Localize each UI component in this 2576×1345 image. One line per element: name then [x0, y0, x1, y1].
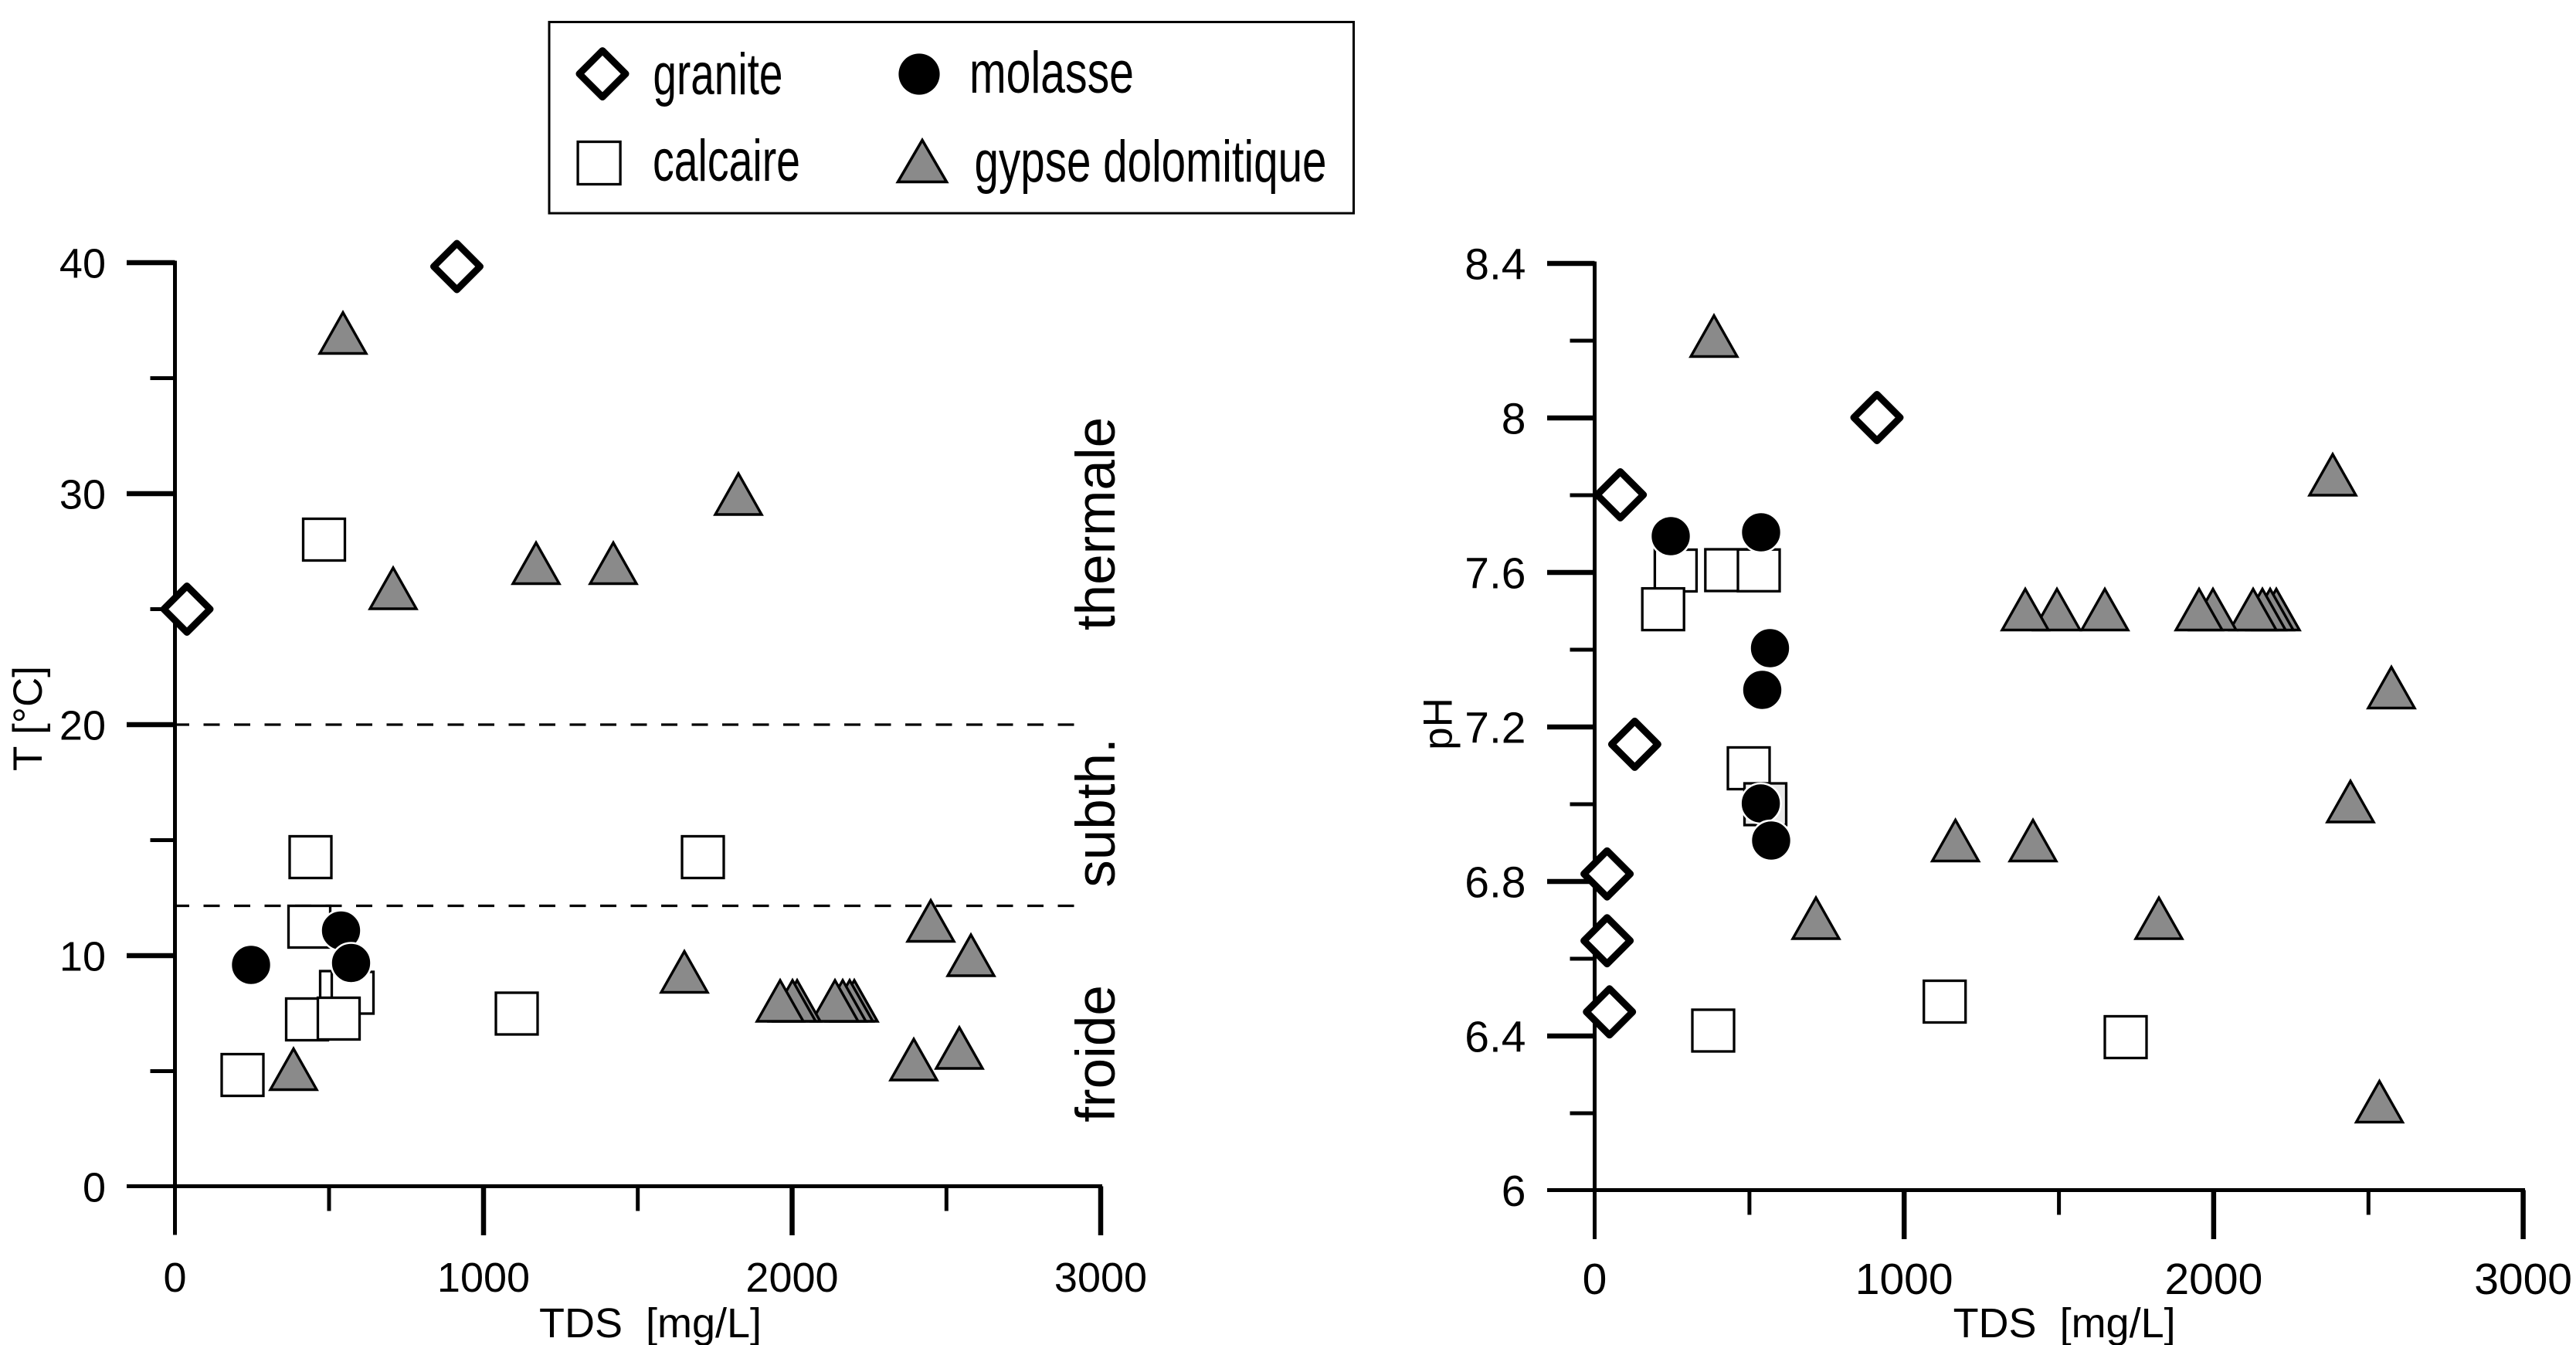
svg-text:0: 0	[1583, 1255, 1607, 1304]
svg-text:8.4: 8.4	[1464, 240, 1526, 290]
svg-text:30: 30	[59, 471, 106, 518]
svg-text:0: 0	[163, 1255, 186, 1301]
svg-text:1000: 1000	[1855, 1255, 1953, 1304]
svg-text:1000: 1000	[437, 1255, 530, 1301]
svg-text:molasse: molasse	[969, 40, 1134, 106]
svg-text:8: 8	[1502, 395, 1526, 444]
svg-text:TDS [mg/L]: TDS [mg/L]	[1953, 1300, 2176, 1345]
svg-text:3000: 3000	[1054, 1255, 1147, 1301]
svg-text:20: 20	[59, 702, 106, 749]
svg-text:thermale: thermale	[1066, 417, 1127, 630]
svg-text:6.4: 6.4	[1464, 1013, 1526, 1062]
svg-text:40: 40	[59, 240, 106, 287]
svg-text:pH: pH	[1416, 698, 1461, 750]
svg-text:T [°C]: T [°C]	[5, 666, 51, 771]
svg-text:2000: 2000	[745, 1255, 838, 1301]
svg-text:0: 0	[83, 1164, 106, 1211]
svg-text:6: 6	[1502, 1167, 1526, 1216]
svg-text:6.8: 6.8	[1464, 858, 1526, 908]
svg-text:7.6: 7.6	[1464, 549, 1526, 599]
svg-text:TDS [mg/L]: TDS [mg/L]	[539, 1300, 762, 1345]
svg-text:10: 10	[59, 933, 106, 980]
svg-text:7.2: 7.2	[1464, 704, 1526, 753]
svg-text:2000: 2000	[2164, 1255, 2262, 1304]
svg-text:granite: granite	[653, 42, 782, 107]
svg-text:gypse dolomitique: gypse dolomitique	[975, 129, 1327, 195]
svg-text:froide: froide	[1066, 985, 1127, 1123]
svg-text:3000: 3000	[2474, 1255, 2572, 1304]
svg-text:calcaire: calcaire	[653, 128, 800, 194]
svg-text:subth.: subth.	[1066, 738, 1127, 887]
